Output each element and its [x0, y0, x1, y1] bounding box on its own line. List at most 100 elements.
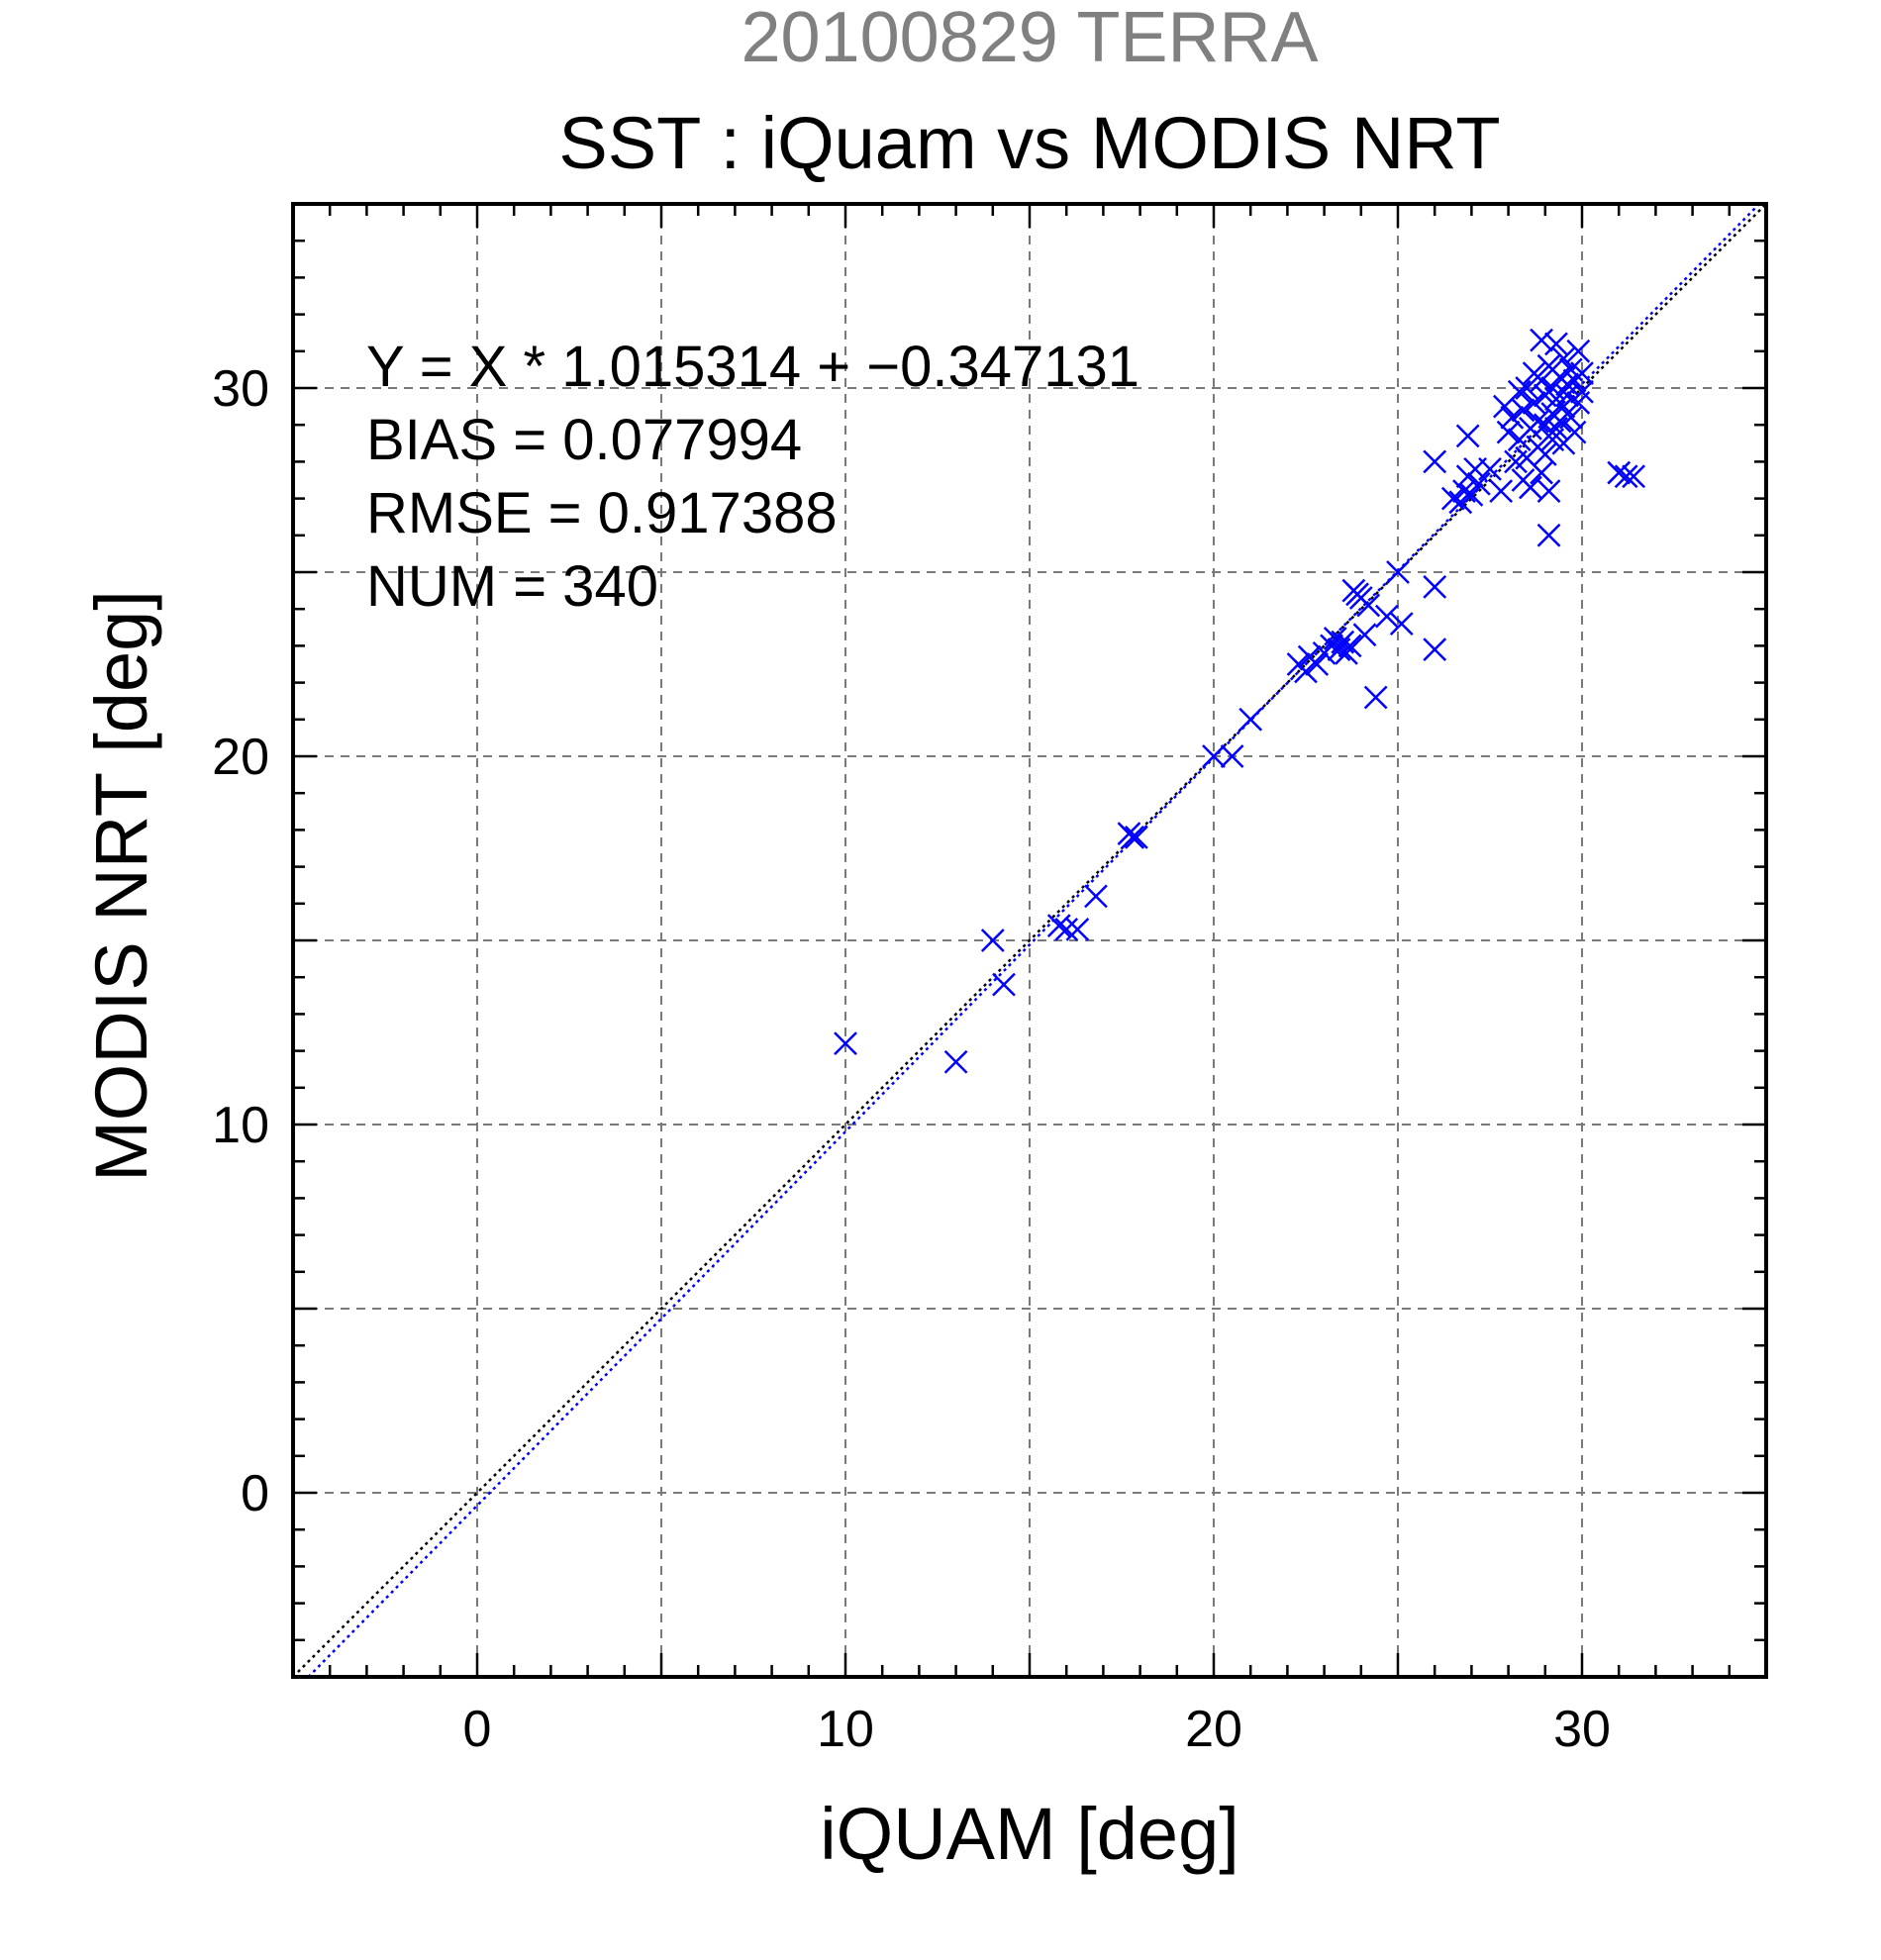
marker-stroke	[1459, 482, 1484, 507]
stats-line: RMSE = 0.917388	[366, 481, 838, 545]
data-point	[1363, 685, 1388, 710]
marker-stroke	[1544, 332, 1568, 356]
marker-stroke	[1363, 685, 1388, 710]
marker-stroke	[1356, 593, 1381, 618]
plot-frame	[291, 202, 1768, 1679]
data-point	[1046, 914, 1071, 938]
data-point	[1570, 379, 1594, 404]
marker-stroke	[1511, 398, 1535, 423]
marker-stroke	[1489, 479, 1514, 504]
marker-stroke	[1536, 479, 1561, 504]
data-point	[1386, 560, 1410, 584]
marker-stroke	[1084, 884, 1108, 909]
marker-stroke	[1065, 917, 1090, 941]
marker-stroke	[1533, 413, 1557, 438]
data-point	[1530, 368, 1553, 393]
marker-stroke	[1519, 475, 1542, 500]
data-point	[1466, 471, 1491, 496]
marker-stroke	[1440, 486, 1465, 511]
marker-stroke	[1522, 390, 1546, 415]
marker-stroke	[1202, 744, 1226, 768]
data-point	[1507, 379, 1532, 404]
data-point	[1065, 917, 1090, 941]
reference-lines	[292, 203, 1767, 1678]
data-point	[1551, 346, 1576, 371]
data-point	[834, 1031, 857, 1056]
marker-stroke	[1533, 442, 1557, 466]
data-point	[1530, 328, 1553, 352]
marker-stroke	[1536, 353, 1561, 378]
data-point	[1533, 442, 1557, 466]
data-point	[1423, 637, 1447, 662]
data-point	[1440, 486, 1465, 511]
data-point	[1555, 383, 1580, 408]
marker-stroke	[1386, 560, 1410, 584]
data-point	[1570, 361, 1594, 386]
data-point	[1084, 884, 1108, 909]
data-point	[1121, 825, 1145, 849]
marker-stroke	[1374, 604, 1399, 629]
x-tick-label: 20	[1185, 1701, 1242, 1758]
marker-stroke	[1389, 612, 1414, 636]
data-point	[1562, 420, 1587, 444]
y-tick-label: 30	[212, 360, 269, 418]
data-point	[1452, 479, 1476, 504]
data-point	[1607, 460, 1632, 485]
marker-stroke	[1558, 405, 1583, 430]
stats-line: BIAS = 0.077994	[366, 408, 802, 472]
data-point	[1511, 398, 1535, 423]
data-point	[1544, 417, 1568, 441]
data-point	[1522, 390, 1546, 415]
stats-line: NUM = 340	[366, 554, 658, 619]
marker-stroke	[1570, 361, 1594, 386]
marker-stroke	[1544, 417, 1568, 441]
marker-stroke	[1335, 640, 1358, 665]
x-tick-label: 0	[463, 1701, 492, 1758]
marker-stroke	[1121, 825, 1145, 849]
marker-stroke	[1536, 523, 1561, 547]
x-axis-title: iQUAM [deg]	[820, 1793, 1239, 1875]
data-point	[1536, 523, 1561, 547]
marker-stroke	[992, 972, 1016, 997]
data-point	[1478, 456, 1502, 481]
marker-stroke	[1423, 637, 1447, 662]
marker-stroke	[943, 1049, 968, 1074]
marker-stroke	[1478, 456, 1502, 481]
chart-supertitle: 20100829 TERRA	[741, 0, 1318, 77]
marker-stroke	[1331, 630, 1355, 654]
data-point	[1054, 917, 1079, 941]
stats-line: Y = X * 1.015314 + −0.347131	[366, 335, 1139, 399]
marker-stroke	[1466, 471, 1491, 496]
marker-stroke	[1323, 627, 1347, 650]
chart-title: SST : iQuam vs MODIS NRT	[558, 102, 1500, 184]
marker-stroke	[1423, 574, 1447, 599]
grid	[293, 204, 1766, 1677]
marker-stroke	[1515, 376, 1539, 400]
data-point	[1459, 482, 1484, 507]
marker-stroke	[1500, 405, 1525, 430]
marker-stroke	[1124, 825, 1148, 849]
data-point	[1496, 420, 1521, 444]
marker-stroke	[1526, 409, 1550, 434]
x-tick-label: 30	[1553, 1701, 1611, 1758]
marker-stroke	[1507, 379, 1532, 404]
marker-stroke	[1337, 634, 1362, 658]
data-point	[1536, 479, 1561, 504]
y-tick-label: 0	[241, 1465, 269, 1522]
data-point	[1530, 460, 1553, 485]
data-point	[1305, 652, 1330, 676]
marker-stroke	[1555, 383, 1580, 408]
data-point	[1566, 339, 1591, 363]
data-point	[1124, 825, 1148, 849]
data-point	[1558, 405, 1583, 430]
marker-stroke	[1530, 460, 1553, 485]
data-point	[1555, 372, 1580, 397]
data-point	[1423, 449, 1447, 474]
marker-stroke	[1046, 914, 1071, 938]
data-point	[1202, 744, 1226, 768]
regression-line	[307, 203, 1760, 1678]
data-point	[1515, 376, 1539, 400]
marker-stroke	[1558, 357, 1583, 382]
data-point	[1389, 612, 1414, 636]
